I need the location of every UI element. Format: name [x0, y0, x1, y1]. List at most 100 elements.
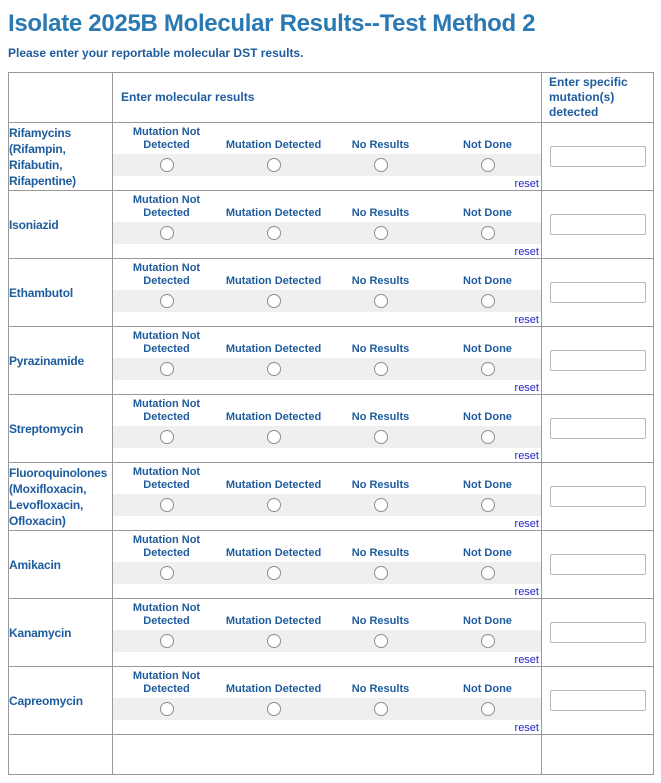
- radio-mutation-not-detected[interactable]: [159, 362, 174, 376]
- option-label-not-done: Not Done: [463, 139, 512, 151]
- drug-row: Fluoroquinolones (Moxifloxacin, Levoflox…: [8, 462, 654, 531]
- specific-mutation-input[interactable]: [549, 350, 646, 371]
- reset-link[interactable]: reset: [514, 722, 539, 734]
- radio-no-results[interactable]: [373, 566, 388, 580]
- radio-no-results[interactable]: [373, 430, 388, 444]
- radio-no-results[interactable]: [373, 498, 388, 512]
- radio-mutation-detected[interactable]: [266, 362, 281, 376]
- radio-mutation-not-detected[interactable]: [159, 702, 174, 716]
- specific-mutation-input[interactable]: [549, 214, 646, 235]
- option-label-no-results: No Results: [351, 343, 410, 355]
- option-label-not-done: Not Done: [463, 683, 512, 695]
- option-label-mutation-not-detected: Mutation Not Detected: [132, 262, 201, 287]
- radio-mutation-not-detected[interactable]: [159, 226, 174, 240]
- radio-mutation-not-detected[interactable]: [159, 158, 174, 172]
- option-label-mutation-detected: Mutation Detected: [225, 207, 322, 219]
- option-label-no-results: No Results: [351, 207, 410, 219]
- radio-mutation-detected[interactable]: [266, 158, 281, 172]
- reset-link[interactable]: reset: [514, 382, 539, 394]
- radio-strip: [113, 290, 541, 312]
- option-labels: Mutation Not Detected Mutation Detected …: [113, 395, 541, 426]
- radio-no-results[interactable]: [373, 294, 388, 308]
- drug-name: Rifamycins (Rifampin, Rifabutin, Rifapen…: [9, 125, 76, 188]
- radio-mutation-detected[interactable]: [266, 702, 281, 716]
- radio-mutation-not-detected[interactable]: [159, 430, 174, 444]
- radio-no-results[interactable]: [373, 702, 388, 716]
- option-label-no-results: No Results: [351, 411, 410, 423]
- option-label-no-results: No Results: [351, 683, 410, 695]
- radio-not-done[interactable]: [480, 566, 495, 580]
- option-label-no-results: No Results: [351, 615, 410, 627]
- radio-mutation-not-detected[interactable]: [159, 294, 174, 308]
- drug-name: Isoniazid: [9, 217, 59, 232]
- reset-link[interactable]: reset: [514, 586, 539, 598]
- radio-mutation-detected[interactable]: [266, 498, 281, 512]
- radio-no-results[interactable]: [373, 634, 388, 648]
- option-label-no-results: No Results: [351, 139, 410, 151]
- option-label-mutation-not-detected: Mutation Not Detected: [132, 126, 201, 151]
- reset-link[interactable]: reset: [514, 518, 539, 530]
- radio-no-results[interactable]: [373, 362, 388, 376]
- specific-mutation-input[interactable]: [549, 146, 646, 167]
- radio-mutation-not-detected[interactable]: [159, 634, 174, 648]
- drug-name: Fluoroquinolones (Moxifloxacin, Levoflox…: [9, 465, 108, 528]
- results-column-header-label: Enter molecular results: [121, 90, 255, 104]
- option-label-mutation-not-detected: Mutation Not Detected: [132, 670, 201, 695]
- reset-link[interactable]: reset: [514, 178, 539, 190]
- reset-link[interactable]: reset: [514, 450, 539, 462]
- option-label-mutation-detected: Mutation Detected: [225, 615, 322, 627]
- option-labels: Mutation Not Detected Mutation Detected …: [113, 123, 541, 154]
- page-subtitle: Please enter your reportable molecular D…: [8, 46, 304, 60]
- drug-table-body: Rifamycins (Rifampin, Rifabutin, Rifapen…: [8, 122, 654, 735]
- option-labels: Mutation Not Detected Mutation Detected …: [113, 463, 541, 494]
- reset-link[interactable]: reset: [514, 654, 539, 666]
- option-label-not-done: Not Done: [463, 207, 512, 219]
- radio-not-done[interactable]: [480, 158, 495, 172]
- option-label-mutation-not-detected: Mutation Not Detected: [132, 534, 201, 559]
- radio-not-done[interactable]: [480, 362, 495, 376]
- radio-not-done[interactable]: [480, 634, 495, 648]
- partial-next-row: [8, 734, 654, 775]
- radio-mutation-detected[interactable]: [266, 226, 281, 240]
- drug-row: Ethambutol Mutation Not Detected Mutatio…: [8, 258, 654, 327]
- radio-not-done[interactable]: [480, 702, 495, 716]
- option-labels: Mutation Not Detected Mutation Detected …: [113, 259, 541, 290]
- mutation-column-header-label: Enter specific mutation(s) detected: [549, 75, 628, 119]
- specific-mutation-input[interactable]: [549, 418, 646, 439]
- option-labels: Mutation Not Detected Mutation Detected …: [113, 327, 541, 358]
- specific-mutation-input[interactable]: [549, 486, 646, 507]
- drug-column-header: [8, 72, 113, 123]
- radio-mutation-detected[interactable]: [266, 634, 281, 648]
- drug-name: Capreomycin: [9, 693, 83, 708]
- specific-mutation-input[interactable]: [549, 554, 646, 575]
- results-column-header: Enter molecular results: [112, 72, 542, 123]
- radio-not-done[interactable]: [480, 430, 495, 444]
- drug-row: Pyrazinamide Mutation Not Detected Mutat…: [8, 326, 654, 395]
- radio-mutation-not-detected[interactable]: [159, 566, 174, 580]
- radio-not-done[interactable]: [480, 498, 495, 512]
- specific-mutation-input[interactable]: [549, 622, 646, 643]
- option-label-mutation-detected: Mutation Detected: [225, 479, 322, 491]
- option-label-no-results: No Results: [351, 547, 410, 559]
- option-label-not-done: Not Done: [463, 615, 512, 627]
- reset-link[interactable]: reset: [514, 314, 539, 326]
- specific-mutation-input[interactable]: [549, 282, 646, 303]
- reset-link[interactable]: reset: [514, 246, 539, 258]
- radio-not-done[interactable]: [480, 226, 495, 240]
- radio-no-results[interactable]: [373, 158, 388, 172]
- radio-not-done[interactable]: [480, 294, 495, 308]
- radio-mutation-detected[interactable]: [266, 294, 281, 308]
- drug-name: Kanamycin: [9, 625, 72, 640]
- option-label-mutation-detected: Mutation Detected: [225, 683, 322, 695]
- radio-mutation-detected[interactable]: [266, 430, 281, 444]
- radio-mutation-detected[interactable]: [266, 566, 281, 580]
- option-label-mutation-not-detected: Mutation Not Detected: [132, 466, 201, 491]
- option-label-mutation-not-detected: Mutation Not Detected: [132, 330, 201, 355]
- page-title: Isolate 2025B Molecular Results--Test Me…: [8, 10, 536, 37]
- option-label-mutation-detected: Mutation Detected: [225, 139, 322, 151]
- drug-row: Rifamycins (Rifampin, Rifabutin, Rifapen…: [8, 122, 654, 191]
- specific-mutation-input[interactable]: [549, 690, 646, 711]
- radio-mutation-not-detected[interactable]: [159, 498, 174, 512]
- radio-no-results[interactable]: [373, 226, 388, 240]
